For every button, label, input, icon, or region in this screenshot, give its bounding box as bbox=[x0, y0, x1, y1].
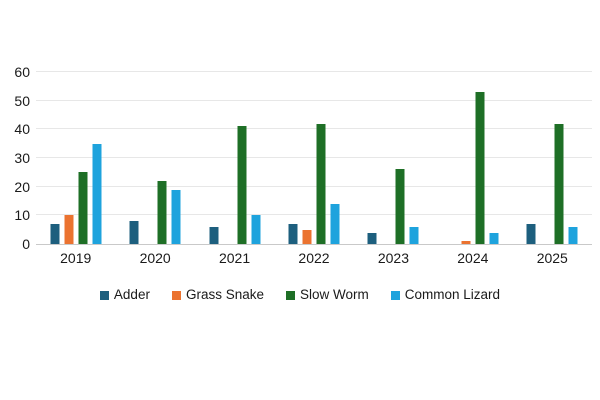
y-axis: 0 10 20 30 40 50 60 bbox=[0, 64, 30, 252]
bar-group bbox=[50, 72, 102, 244]
bar-slow-worm bbox=[475, 92, 485, 244]
legend: Adder Grass Snake Slow Worm Common Lizard bbox=[0, 287, 600, 303]
x-tick-label: 2019 bbox=[60, 250, 92, 266]
bar-adder bbox=[129, 221, 139, 244]
y-tick-label: 0 bbox=[22, 236, 30, 252]
bar-grass-snake bbox=[302, 229, 312, 244]
x-axis: 2019 2020 2021 2022 2023 2024 2025 bbox=[36, 249, 592, 267]
legend-item-common-lizard: Common Lizard bbox=[390, 287, 501, 303]
bar-group bbox=[129, 72, 181, 244]
bar-common-lizard bbox=[171, 189, 181, 244]
gridline bbox=[36, 99, 592, 101]
x-tick-label: 2025 bbox=[536, 250, 568, 266]
legend-label: Grass Snake bbox=[185, 287, 264, 302]
gridline bbox=[36, 214, 592, 216]
bar-common-lizard bbox=[409, 226, 419, 244]
bar-common-lizard bbox=[330, 203, 340, 244]
bar-slow-worm bbox=[554, 123, 564, 244]
bar-group bbox=[209, 72, 261, 244]
x-tick-label: 2022 bbox=[298, 250, 330, 266]
bar-adder bbox=[288, 223, 298, 244]
bar-grass-snake bbox=[461, 241, 471, 244]
bar-common-lizard bbox=[568, 226, 578, 244]
gridline bbox=[36, 157, 592, 158]
bar-group bbox=[447, 72, 499, 244]
legend-swatch-grass-snake bbox=[171, 290, 181, 300]
legend-swatch-slow-worm bbox=[286, 290, 295, 300]
legend-swatch-common-lizard bbox=[390, 290, 400, 300]
x-tick-label: 2021 bbox=[218, 250, 251, 266]
bar-grass-snake bbox=[64, 215, 74, 244]
legend-swatch-adder bbox=[99, 290, 109, 300]
legend-label: Common Lizard bbox=[404, 287, 501, 302]
bar-common-lizard bbox=[489, 232, 499, 244]
y-tick-label: 60 bbox=[14, 64, 30, 80]
bar-common-lizard bbox=[251, 215, 261, 244]
y-tick-label: 10 bbox=[14, 207, 30, 224]
y-tick-label: 20 bbox=[14, 178, 30, 195]
legend-label: Slow Worm bbox=[300, 287, 369, 302]
legend-item-grass-snake: Grass Snake bbox=[171, 287, 264, 303]
plot-area bbox=[36, 71, 592, 245]
bar-slow-worm bbox=[316, 123, 326, 244]
gridline bbox=[36, 128, 592, 130]
bar-slow-worm bbox=[395, 169, 405, 244]
bar-group bbox=[367, 72, 419, 244]
bar-group bbox=[526, 72, 578, 244]
legend-item-slow-worm: Slow Worm bbox=[286, 287, 369, 303]
bar-adder bbox=[50, 223, 60, 244]
bar-slow-worm bbox=[237, 126, 247, 244]
legend-label: Adder bbox=[113, 287, 150, 302]
bar-group bbox=[288, 72, 340, 244]
y-tick-label: 30 bbox=[14, 150, 30, 166]
bar-adder bbox=[367, 232, 377, 244]
bar-adder bbox=[526, 223, 536, 244]
bar-slow-worm bbox=[157, 180, 167, 244]
legend-item-adder: Adder bbox=[99, 287, 150, 303]
gridline bbox=[36, 185, 592, 187]
y-tick-label: 40 bbox=[14, 121, 30, 138]
y-tick-label: 50 bbox=[14, 92, 30, 109]
x-tick-label: 2024 bbox=[457, 250, 489, 266]
x-tick-label: 2023 bbox=[377, 250, 409, 266]
bar-common-lizard bbox=[92, 143, 102, 244]
gridline bbox=[36, 71, 592, 72]
x-tick-label: 2020 bbox=[139, 250, 171, 266]
bar-adder bbox=[209, 226, 219, 244]
bar-slow-worm bbox=[78, 172, 88, 244]
